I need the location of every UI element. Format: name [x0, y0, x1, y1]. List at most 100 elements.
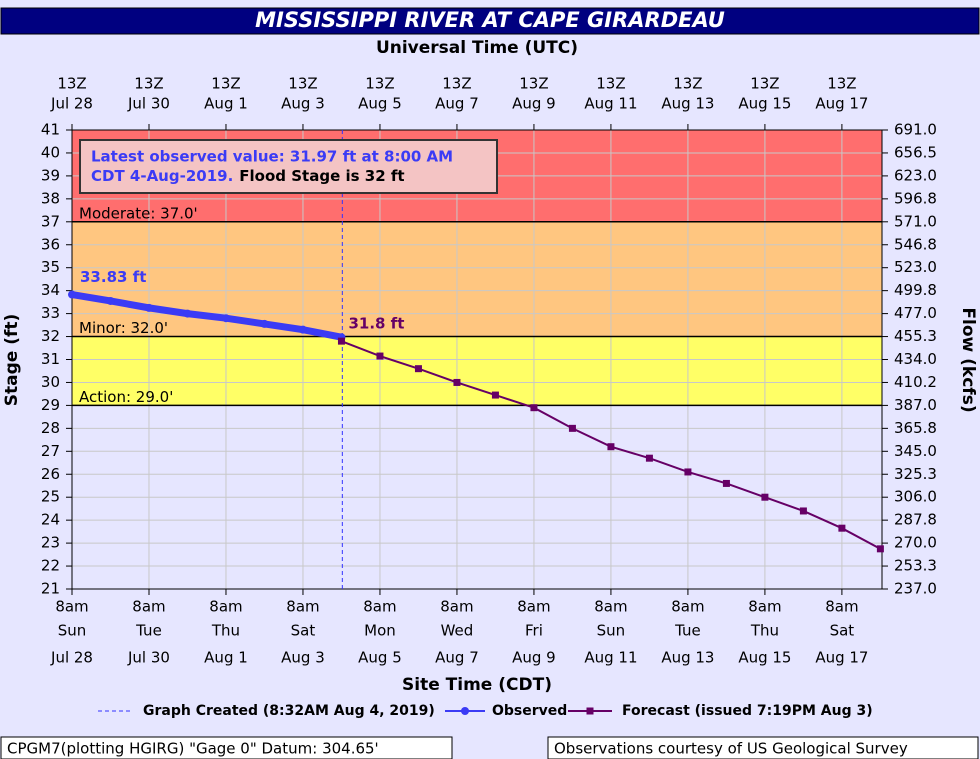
x-tick-label: Tue [674, 622, 701, 640]
top-x-tick-label: Aug 11 [584, 95, 637, 113]
y2-tick-label: 596.8 [894, 189, 937, 207]
point [106, 296, 115, 305]
y-tick-label: 21 [41, 580, 60, 598]
top-x-tick-label: Aug 17 [815, 95, 868, 113]
threshold-label: Action: 29.0' [79, 388, 173, 406]
point [260, 319, 269, 328]
legend-marker [461, 707, 469, 715]
x-tick-label: Jul 28 [50, 649, 93, 667]
y-tick-label: 39 [41, 166, 60, 184]
x-tick-label: 8am [440, 598, 473, 616]
footer-left: CPGM7(plotting HGIRG) "Gage 0" Datum: 30… [7, 740, 379, 758]
y2-tick-label: 365.8 [894, 419, 937, 437]
footer-right: Observations courtesy of US Geological S… [554, 740, 908, 758]
y2-tick-label: 546.8 [894, 235, 937, 253]
point [761, 493, 769, 501]
point [607, 443, 615, 451]
plot-area: 21 237.022 253.323 270.024 287.825 306.026 325… [41, 75, 937, 667]
y2-tick-label: 623.0 [894, 166, 937, 184]
x-tick-label: 8am [671, 598, 704, 616]
point [183, 309, 192, 318]
point [144, 303, 153, 312]
annotation: Latest observed value: 31.97 ft at 8:00 … [91, 148, 453, 166]
y-tick-label: 40 [41, 143, 60, 161]
y2-tick-label: 387.0 [894, 396, 937, 414]
point [722, 479, 730, 487]
y2-tick-label: 345.0 [894, 442, 937, 460]
x-tick-label: Thu [750, 622, 779, 640]
y-tick-label: 41 [41, 121, 60, 139]
top-x-tick-label: 13Z [750, 75, 779, 93]
y2-tick-label: 477.0 [894, 304, 937, 322]
y-tick-label: 38 [41, 189, 60, 207]
point [530, 404, 538, 412]
chart-title: MISSISSIPPI RIVER AT CAPE GIRARDEAU [255, 8, 725, 32]
x-axis-title: Site Time (CDT) [402, 675, 552, 695]
top-x-tick-label: Aug 1 [204, 95, 248, 113]
y-tick-label: 27 [41, 442, 60, 460]
top-x-tick-label: 13Z [519, 75, 548, 93]
y2-tick-label: 325.3 [894, 465, 937, 483]
y2-axis-title: Flow (kcfs) [958, 307, 978, 412]
x-tick-label: Aug 1 [204, 649, 248, 667]
point [645, 454, 653, 462]
y-tick-label: 33 [41, 304, 60, 322]
y-tick-label: 36 [41, 235, 60, 253]
point [376, 352, 384, 360]
y-tick-label: 31 [41, 350, 60, 368]
top-x-tick-label: Jul 30 [127, 95, 170, 113]
x-tick-label: 8am [748, 598, 781, 616]
top-x-tick-label: 13Z [596, 75, 625, 93]
plot-frame [71, 129, 883, 590]
y-tick-label: 23 [41, 534, 60, 552]
x-tick-label: Sun [597, 622, 626, 640]
point [838, 524, 846, 532]
top-x-tick-label: 13Z [827, 75, 856, 93]
y-tick-label: 26 [41, 465, 60, 483]
x-tick-label: Aug 15 [738, 649, 791, 667]
point [298, 325, 307, 334]
top-x-tick-label: Jul 28 [50, 95, 93, 113]
x-tick-label: Sat [291, 622, 316, 640]
y-tick-label: 24 [41, 511, 60, 529]
point [491, 391, 499, 399]
point [414, 365, 422, 373]
y2-tick-label: 499.8 [894, 281, 937, 299]
x-tick-label: Aug 11 [584, 649, 637, 667]
x-tick-label: Fri [525, 622, 543, 640]
top-x-tick-label: 13Z [365, 75, 394, 93]
threshold-label: Moderate: 37.0' [79, 204, 198, 222]
legend-marker [586, 707, 594, 715]
x-tick-label: Thu [211, 622, 240, 640]
top-x-tick-label: Aug 7 [435, 95, 479, 113]
point [221, 314, 230, 323]
y2-tick-label: 523.0 [894, 258, 937, 276]
top-x-tick-label: 13Z [442, 75, 471, 93]
legend-label: Forecast (issued 7:19PM Aug 3) [622, 703, 873, 719]
flood-band [72, 336, 882, 406]
x-tick-label: 8am [286, 598, 319, 616]
threshold-label: Minor: 32.0' [79, 319, 168, 337]
x-tick-label: Aug 5 [358, 649, 402, 667]
y2-tick-label: 306.0 [894, 488, 937, 506]
x-tick-label: Wed [441, 622, 474, 640]
x-tick-label: 8am [55, 598, 88, 616]
footer-box [547, 736, 979, 759]
x-tick-label: Sun [58, 622, 87, 640]
x-tick-label: Sat [830, 622, 855, 640]
point [453, 378, 461, 386]
top-x-tick-label: Aug 15 [738, 95, 791, 113]
x-tick-label: 8am [825, 598, 858, 616]
top-x-tick-label: 13Z [57, 75, 86, 93]
y2-tick-label: 270.0 [894, 534, 937, 552]
y2-tick-label: 656.5 [894, 143, 937, 161]
value-label: 31.8 ft [348, 315, 404, 333]
point [799, 507, 807, 515]
y-axis-title: Stage (ft) [2, 314, 22, 407]
y-tick-label: 29 [41, 396, 60, 414]
y-tick-label: 34 [41, 281, 60, 299]
x-tick-label: 8am [517, 598, 550, 616]
x-tick-label: 8am [209, 598, 242, 616]
x-tick-label: Mon [364, 622, 396, 640]
